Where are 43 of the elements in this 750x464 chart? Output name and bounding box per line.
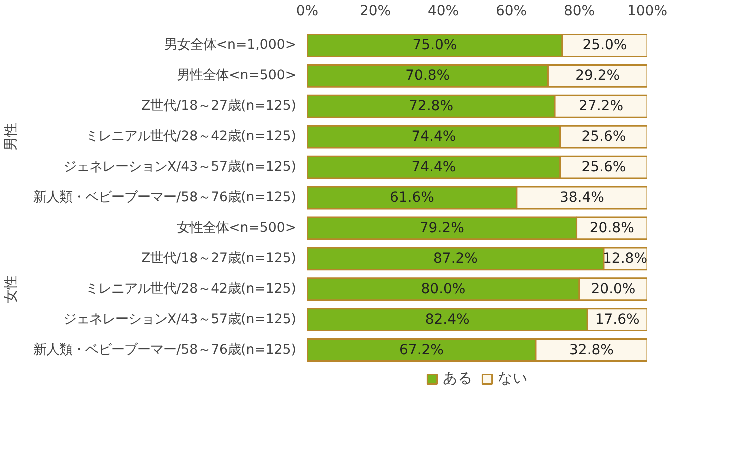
- x-tick-label: 60%: [496, 4, 528, 20]
- data-label: 29.2%: [576, 68, 620, 84]
- data-label: 72.8%: [409, 98, 454, 115]
- data-label: 20.8%: [590, 220, 634, 236]
- data-label: 75.0%: [412, 38, 458, 54]
- data-label: 74.4%: [412, 129, 456, 146]
- y-tick-label: ミレニアル世代/28～42歳(n=125): [86, 130, 297, 145]
- y-tick-label: ジェネレーションX/43～57歳(n=125): [64, 160, 297, 176]
- x-tick-label: 40%: [428, 4, 460, 20]
- data-label: 87.2%: [434, 250, 478, 267]
- x-tick-label: 80%: [564, 4, 596, 20]
- data-label: 38.4%: [560, 190, 604, 206]
- data-label: 25.6%: [582, 129, 626, 146]
- y-tick-label: 男性全体<n=500>: [177, 68, 296, 84]
- legend-label: ある: [443, 369, 473, 388]
- y-tick-label: ジェネレーションX/43～57歳(n=125): [64, 312, 297, 328]
- data-label: 17.6%: [595, 312, 640, 328]
- y-tick-label: 新人類・ベビーブーマー/58～76歳(n=125): [34, 190, 297, 206]
- x-tick-label: 20%: [360, 4, 392, 20]
- text: 女性: [4, 275, 20, 304]
- y-tick-label: ミレニアル世代/28～42歳(n=125): [86, 282, 297, 297]
- data-label: 20.0%: [591, 281, 636, 298]
- data-label: 27.2%: [579, 98, 624, 115]
- x-tick-label: 100%: [627, 4, 668, 20]
- data-label: 25.0%: [582, 38, 628, 54]
- data-label: 70.8%: [406, 68, 450, 84]
- data-label: 67.2%: [400, 342, 444, 358]
- data-label: 32.8%: [570, 342, 614, 358]
- data-label: 79.2%: [420, 220, 464, 236]
- data-label: 80.0%: [421, 281, 466, 298]
- data-label: 25.6%: [582, 160, 626, 176]
- x-tick-label: 0%: [296, 4, 319, 20]
- y-tick-label: 新人類・ベビーブーマー/58～76歳(n=125): [34, 342, 297, 358]
- y-tick-label: Z世代/18～27歳(n=125): [142, 251, 297, 266]
- data-label: 74.4%: [412, 160, 456, 176]
- y-tick-label: 女性全体<n=500>: [177, 220, 296, 236]
- data-label: 82.4%: [425, 312, 470, 328]
- data-label: 61.6%: [390, 190, 434, 206]
- y-tick-label: 男女全体<n=1,000>: [164, 38, 297, 54]
- legend-label: ない: [498, 369, 528, 388]
- data-label: 12.8%: [603, 250, 648, 267]
- text: 男性: [4, 123, 20, 152]
- y-tick-label: Z世代/18～27歳(n=125): [142, 99, 297, 114]
